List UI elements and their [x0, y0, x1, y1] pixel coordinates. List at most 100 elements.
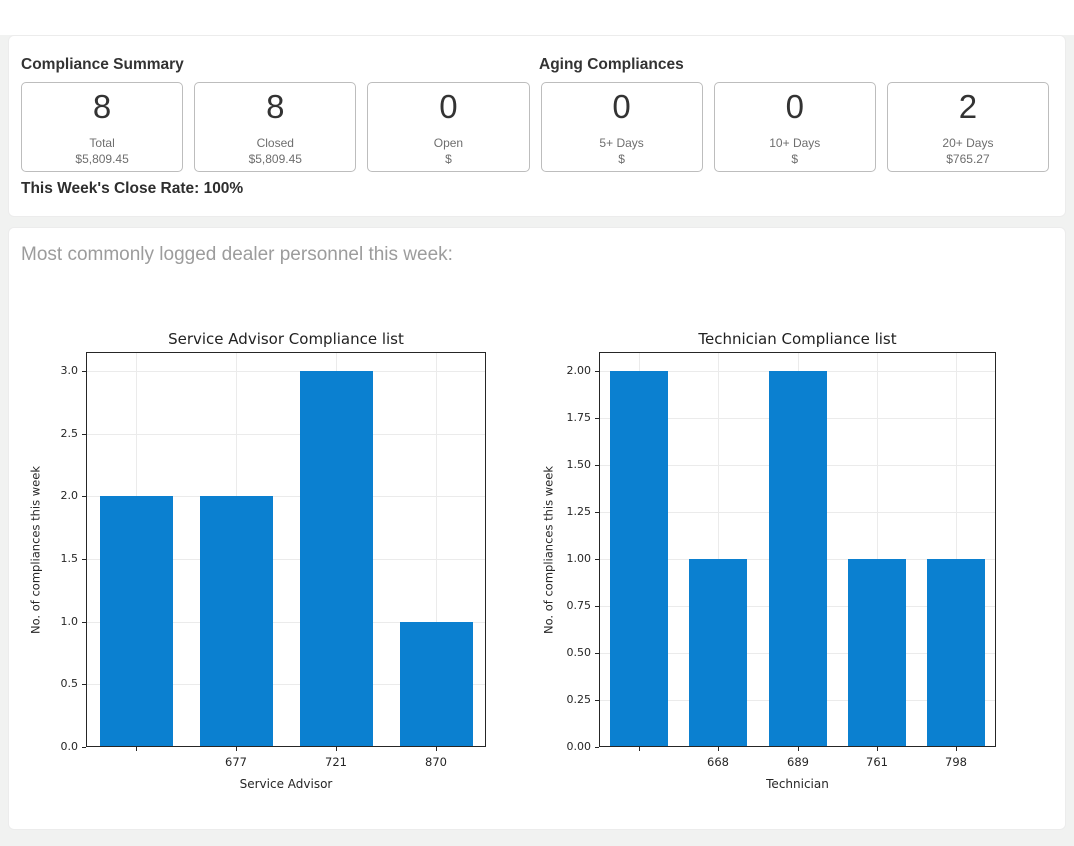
summary-card: 0 5+ Days $ [540, 82, 703, 172]
y-tick-mark [595, 512, 599, 513]
compliance-summary-heading: Compliance Summary [21, 56, 184, 73]
y-tick-mark [82, 684, 86, 685]
summary-panel: Compliance Summary Aging Compliances 8 To… [8, 35, 1066, 217]
y-gridline [87, 622, 485, 623]
x-tick-label: 668 [707, 755, 729, 769]
technician-chart: Technician Compliance list 0.00 0.25 0.50 0.… [9, 228, 1065, 829]
y-tick-mark [82, 559, 86, 560]
y-tick-mark [595, 653, 599, 654]
y-tick-mark [595, 559, 599, 560]
card-label: Open [433, 136, 464, 150]
card-label: Total [89, 136, 115, 150]
charts-panel: Most commonly logged dealer personnel th… [8, 227, 1066, 830]
card-value: 8 [92, 88, 112, 125]
y-tick-mark [595, 465, 599, 466]
y-tick-mark [82, 496, 86, 497]
summary-card: 8 Total $5,809.45 [21, 82, 184, 172]
y-tick-label: 3.0 [60, 364, 79, 377]
personnel-heading: Most commonly logged dealer personnel th… [21, 244, 453, 265]
x-tick-mark [236, 747, 237, 751]
card-amount: $5,809.45 [75, 152, 129, 166]
aging-compliances-heading: Aging Compliances [539, 56, 684, 73]
card-amount: $ [791, 152, 799, 166]
card-value: 2 [958, 88, 978, 125]
bar [300, 371, 373, 747]
y-tick-label: 0.0 [60, 740, 79, 753]
close-rate-text: This Week's Close Rate: 100% [21, 180, 244, 197]
card-label: 5+ Days [599, 136, 644, 150]
x-gridline [956, 353, 957, 746]
y-gridline [87, 684, 485, 685]
x-tick-label: 761 [866, 755, 888, 769]
x-tick-mark [136, 747, 137, 751]
y-tick-label: 1.00 [566, 552, 592, 565]
bar [610, 371, 668, 747]
y-tick-label: 1.50 [566, 458, 592, 471]
y-axis-label: No. of compliances this week [541, 466, 556, 634]
y-tick-label: 0.00 [566, 740, 592, 753]
x-tick-label: 677 [225, 755, 247, 769]
x-axis-label: Technician [766, 777, 829, 791]
y-gridline [87, 371, 485, 372]
x-gridline [718, 353, 719, 746]
y-tick-mark [82, 371, 86, 372]
y-tick-mark [595, 700, 599, 701]
x-tick-label: 689 [787, 755, 809, 769]
y-tick-mark [595, 371, 599, 372]
y-tick-label: 1.75 [566, 411, 592, 424]
y-tick-label: 2.00 [566, 364, 592, 377]
y-tick-mark [595, 418, 599, 419]
card-value: 8 [266, 88, 285, 125]
card-label: 20+ Days [942, 136, 994, 150]
bar [200, 496, 273, 747]
y-gridline [87, 496, 485, 497]
y-gridline [87, 434, 485, 435]
chart-title: Service Advisor Compliance list [168, 330, 404, 348]
bar [927, 559, 985, 747]
x-tick-mark [436, 747, 437, 751]
summary-cards-row: 8 Total $5,809.45 8 Closed $5,809.45 0 Open $0 5+… [21, 82, 1050, 172]
plot-frame [86, 352, 486, 747]
x-tick-label: 870 [425, 755, 447, 769]
summary-card: 0 Open $ [367, 82, 530, 172]
y-tick-mark [82, 622, 86, 623]
card-amount: $ [445, 152, 452, 166]
bar [769, 371, 827, 747]
card-value: 0 [785, 88, 804, 125]
x-tick-mark [718, 747, 719, 751]
card-amount: $ [618, 152, 625, 166]
y-tick-mark [595, 606, 599, 607]
x-tick-mark [798, 747, 799, 751]
y-tick-label: 1.5 [60, 552, 79, 565]
y-tick-label: 0.75 [566, 599, 592, 612]
y-tick-label: 0.25 [566, 693, 592, 706]
x-gridline [436, 353, 437, 746]
bar [400, 622, 473, 747]
y-gridline [87, 559, 485, 560]
card-value: 0 [439, 88, 458, 125]
x-tick-label: 721 [325, 755, 347, 769]
card-label: 10+ Days [769, 136, 821, 150]
card-value: 0 [612, 88, 631, 125]
x-tick-mark [956, 747, 957, 751]
summary-card: 8 Closed $5,809.45 [194, 82, 357, 172]
bar [100, 496, 173, 747]
service-advisor-chart: Service Advisor Compliance list 0.0 0.5 1.0… [9, 228, 1065, 829]
x-gridline [877, 353, 878, 746]
chart-title: Technician Compliance list [698, 330, 897, 348]
card-amount: $765.27 [946, 152, 990, 166]
y-tick-mark [82, 434, 86, 435]
summary-card: 2 20+ Days $765.27 [886, 82, 1050, 172]
bar [689, 559, 747, 747]
y-tick-mark [595, 747, 599, 748]
card-amount: $5,809.45 [248, 152, 302, 166]
y-tick-label: 2.0 [60, 489, 79, 502]
card-label: Closed [256, 136, 294, 150]
y-tick-label: 1.25 [566, 505, 592, 518]
plot-frame [599, 352, 996, 747]
x-tick-mark [336, 747, 337, 751]
x-tick-mark [639, 747, 640, 751]
x-tick-mark [877, 747, 878, 751]
bar [848, 559, 906, 747]
